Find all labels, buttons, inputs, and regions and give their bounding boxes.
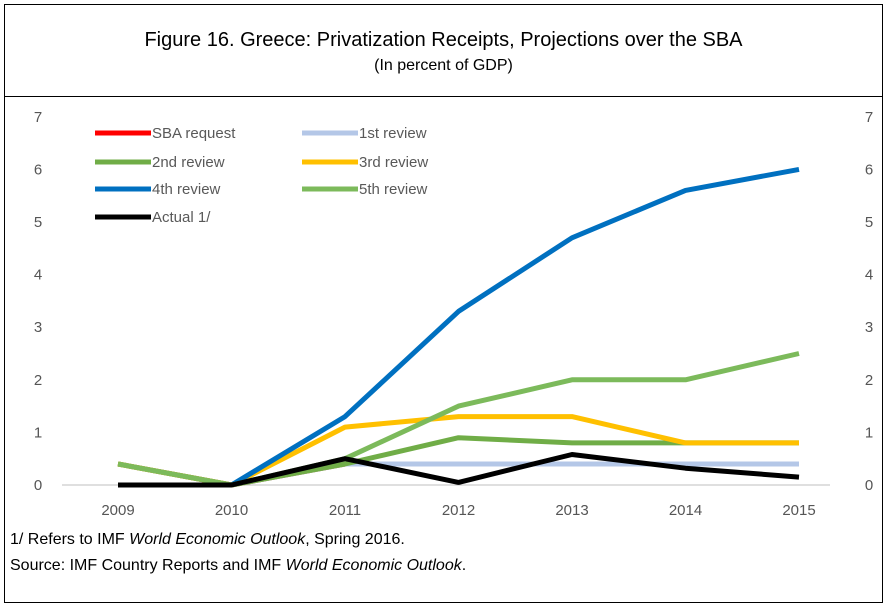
line-chart: 0 0 1 1 2 2 3 3 4 4 5 5 6 6 7 7 2009 2010 2011 2012 2013 2014…: [34, 109, 873, 519]
y-tick-right: 5: [865, 214, 873, 231]
y-tick-right: 6: [865, 161, 873, 178]
legend-label: 1st review: [359, 125, 427, 142]
x-tick-label: 2009: [101, 502, 134, 519]
legend-label: 3rd review: [359, 154, 428, 171]
figure-title: Figure 16. Greece: Privatization Receipt…: [144, 29, 743, 51]
legend-label: 5th review: [359, 181, 428, 198]
y-tick-left: 1: [34, 424, 42, 441]
y-tick-left: 0: [34, 477, 42, 494]
x-tick-label: 2013: [555, 502, 588, 519]
y-tick-left: 7: [34, 109, 42, 126]
x-tick-label: 2012: [442, 502, 475, 519]
y-tick-right: 4: [865, 267, 873, 284]
figure-header: Figure 16. Greece: Privatization Receipt…: [5, 5, 882, 97]
figure-frame: Figure 16. Greece: Privatization Receipt…: [4, 4, 883, 603]
x-tick-label: 2014: [669, 502, 702, 519]
legend-label: 2nd review: [152, 154, 225, 171]
figure-subtitle: (In percent of GDP): [374, 57, 513, 74]
x-tick-label: 2010: [215, 502, 248, 519]
y-tick-right: 1: [865, 424, 873, 441]
footnotes: 1/ Refers to IMF World Economic Outlook,…: [10, 527, 466, 579]
series-line: [230, 166, 800, 488]
y-tick-right: 7: [865, 109, 873, 126]
y-tick-left: 6: [34, 161, 42, 178]
y-tick-left: 2: [34, 372, 42, 389]
x-tick-label: 2011: [329, 502, 361, 519]
y-tick-left: 3: [34, 319, 42, 336]
y-tick-right: 2: [865, 372, 873, 389]
legend-label: SBA request: [152, 125, 236, 142]
y-tick-left: 4: [34, 267, 42, 284]
footnote-1: 1/ Refers to IMF World Economic Outlook,…: [10, 531, 405, 548]
series-line: [118, 452, 800, 488]
y-tick-right: 3: [865, 319, 873, 336]
y-tick-left: 5: [34, 214, 42, 231]
series-line: [117, 414, 799, 488]
legend-label: 4th review: [152, 181, 221, 198]
source-note: Source: IMF Country Reports and IMF Worl…: [10, 557, 467, 574]
legend-label: Actual 1/: [152, 209, 211, 226]
x-tick-label: 2015: [782, 502, 815, 519]
y-tick-right: 0: [865, 477, 873, 494]
